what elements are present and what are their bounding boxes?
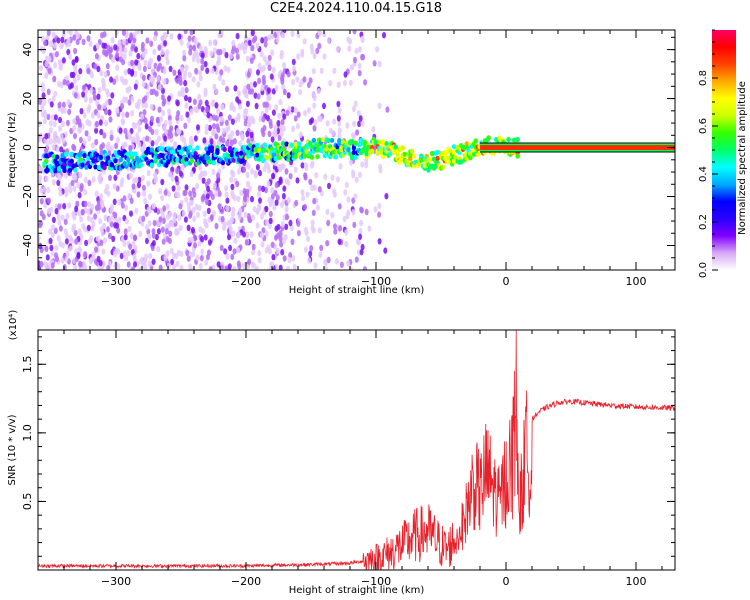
y-tick-label: 40 (21, 43, 34, 57)
x-tick-label: 100 (626, 575, 647, 588)
x-tick-label: −200 (231, 275, 261, 288)
spectrogram-frame (37, 29, 676, 271)
snr-series-line (38, 330, 675, 570)
y-tick-label: −20 (21, 185, 34, 208)
y-axis-unit-label: (x10⁴) (8, 310, 19, 341)
snr-plot-frame (37, 329, 676, 571)
x-tick-label: −100 (361, 575, 391, 588)
x-tick-label: 0 (503, 275, 510, 288)
x-tick-label: 0 (503, 575, 510, 588)
figure-title: C2E4.2024.110.04.15.G18 (269, 1, 443, 16)
colorbar-tick-label: 0.6 (698, 118, 709, 134)
y-tick-label: 0 (21, 144, 34, 151)
x-tick-label: −300 (101, 275, 131, 288)
x-tick-label: −100 (361, 275, 391, 288)
colorbar-tick-label: 0.8 (698, 70, 709, 86)
colorbar-tick-label: 0.2 (698, 214, 709, 230)
colorbar-tick-label: 0.0 (698, 262, 709, 278)
tone-band-inner (480, 145, 675, 151)
x-axis-label: Height of straight line (km) (289, 285, 425, 296)
spectrogram-image (38, 30, 675, 270)
colorbar-tick-label: 0.4 (698, 166, 709, 182)
colorbar (712, 30, 736, 270)
x-tick-label: −200 (231, 575, 261, 588)
x-axis-label: Height of straight line (km) (289, 585, 425, 596)
snr-plot-background (38, 330, 675, 570)
y-axis-label: Frequency (Hz) (7, 112, 18, 188)
y-tick-label: 20 (21, 92, 34, 106)
y-tick-label: 1.5 (21, 356, 34, 374)
x-tick-label: 100 (626, 275, 647, 288)
colorbar-label: Normalized spectral amplitude (737, 81, 748, 235)
y-axis-label: SNR (10 * v/v) (7, 414, 18, 485)
y-tick-label: 0.5 (21, 493, 34, 511)
x-tick-label: −300 (101, 575, 131, 588)
y-tick-label: 1.0 (21, 424, 34, 442)
y-tick-label: −40 (21, 234, 34, 257)
